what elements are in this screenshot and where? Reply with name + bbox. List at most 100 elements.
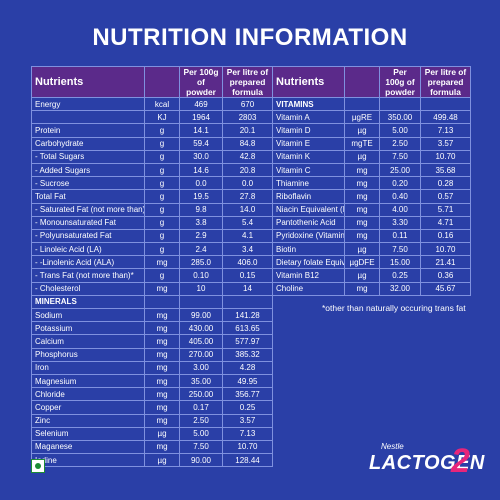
table-row: Total Fat g 19.5 27.8 [31,189,273,204]
table-row: - Sucrose g 0.0 0.0 [31,176,273,191]
nutrient-name: Energy [31,96,145,112]
per-litre-value: 0.0 [222,176,273,191]
nutrient-name: Vitamin D [272,123,345,138]
nutrient-name: Iron [31,360,145,375]
unit-cell: µg [344,242,380,257]
per-litre-value: 406.0 [222,255,273,270]
unit-cell: g [144,149,180,164]
left-table-header: Nutrients Per 100g of powder Per litre o… [31,66,273,98]
per-litre-value: 7.13 [222,426,273,441]
unit-cell: mg [144,373,180,389]
table-row: KJ 1964 2803 [31,110,273,125]
table-row: Biotin µg 7.50 10.70 [272,242,471,257]
table-row: VITAMINS [272,96,471,112]
unit-cell: mg [144,307,180,323]
per-100g-value: 285.0 [179,255,223,270]
per-100g-header: Per 100g of powder [179,66,223,98]
unit-cell: KJ [144,110,180,125]
table-row: Energy kcal 469 670 [31,96,273,112]
unit-cell: g [144,189,180,204]
per-100g-value: 7.50 [179,439,223,455]
unit-cell: mg [144,321,180,336]
per-100g-value: 350.00 [379,110,421,125]
per-litre-value: 670 [222,96,273,112]
per-100g-value: 7.50 [379,242,421,257]
trans-fat-footnote: *other than naturally occuring trans fat [322,303,466,313]
per-litre-value: 0.16 [420,228,471,244]
per-100g-value: 14.1 [179,123,223,138]
table-row: Riboflavin mg 0.40 0.57 [272,189,471,204]
per-litre-value: 0.57 [420,189,471,204]
per-litre-value: 2803 [222,110,273,125]
table-row: Iron mg 3.00 4.28 [31,360,273,375]
per-100g-value: 25.00 [379,162,421,178]
unit-cell: µg [144,426,180,441]
table-row: Protein g 14.1 20.1 [31,123,273,138]
nutrient-name: - Added Sugars [31,162,145,178]
nutrient-name [31,110,145,125]
nutrient-name: Thiamine [272,176,345,191]
unit-cell: kcal [144,96,180,112]
per-litre-value: 356.77 [222,387,273,402]
unit-cell [144,294,180,310]
table-row: - -Linolenic Acid (ALA) mg 285.0 406.0 [31,255,273,270]
per-litre-value: 21.41 [420,255,471,270]
nutrient-name: - Saturated Fat (not more than) [31,202,145,217]
unit-cell: g [144,136,180,151]
table-row: Thiamine mg 0.20 0.28 [272,176,471,191]
per-100g-value: 19.5 [179,189,223,204]
unit-cell: mg [344,228,380,244]
unit-cell: mg [144,387,180,402]
nutrient-name: - Sucrose [31,176,145,191]
unit-cell: g [144,228,180,244]
per-100g-value: 14.6 [179,162,223,178]
nutrient-name: Vitamin E [272,136,345,151]
per-litre-value: 3.4 [222,242,273,257]
nutrient-name: MINERALS [31,294,145,310]
per-litre-value: 20.8 [222,162,273,178]
unit-cell: g [144,242,180,257]
unit-cell: mg [144,400,180,415]
nutrient-name: Total Fat [31,189,145,204]
unit-cell: mg [344,215,380,230]
unit-cell: g [144,176,180,191]
table-row: Zinc mg 2.50 3.57 [31,413,273,428]
table-row: - Linoleic Acid (LA) g 2.4 3.4 [31,242,273,257]
nutrient-name: Zinc [31,413,145,428]
per-litre-value: 3.57 [420,136,471,151]
table-row: - Total Sugars g 30.0 42.8 [31,149,273,164]
nutrient-name: Calcium [31,334,145,349]
table-row: Niacin Equivalent (Niacin)mg4.005.71 [272,202,471,217]
per-litre-value: 4.71 [420,215,471,230]
per-litre-value: 0.28 [420,176,471,191]
per-100g-value: 3.30 [379,215,421,230]
page-title: NUTRITION INFORMATION [92,24,408,51]
nutrient-name: Pyridoxine (Vitamin 6) [272,228,345,244]
per-100g-value: 405.00 [179,334,223,349]
unit-cell: mg [144,439,180,455]
unit-cell: mg [144,255,180,270]
table-row: - Trans Fat (not more than)* g 0.10 0.15 [31,268,273,283]
nutrient-name: - Linoleic Acid (LA) [31,242,145,257]
nutrient-name: - Monounsaturated Fat [31,215,145,230]
table-row: Magnesium mg 35.00 49.95 [31,373,273,389]
per-100g-value: 250.00 [179,387,223,402]
per-100g-value: 2.50 [179,413,223,428]
per-100g-value: 99.00 [179,307,223,323]
nutrient-name: Sodium [31,307,145,323]
table-row: Sodium mg 99.00 141.28 [31,307,273,323]
nutrients-header: Nutrients [31,66,145,98]
nutrient-name: Potassium [31,321,145,336]
per-litre-value: 141.28 [222,307,273,323]
per-litre-header: Per litre of prepared formula [222,66,273,98]
per-100g-value: 0.0 [179,176,223,191]
per-litre-value [420,96,471,112]
nutrient-name: Pantothenic Acid [272,215,345,230]
per-100g-value: 35.00 [179,373,223,389]
nutrient-name: Copper [31,400,145,415]
brand-maker: Nestle [381,442,404,451]
per-100g-value [179,294,223,310]
